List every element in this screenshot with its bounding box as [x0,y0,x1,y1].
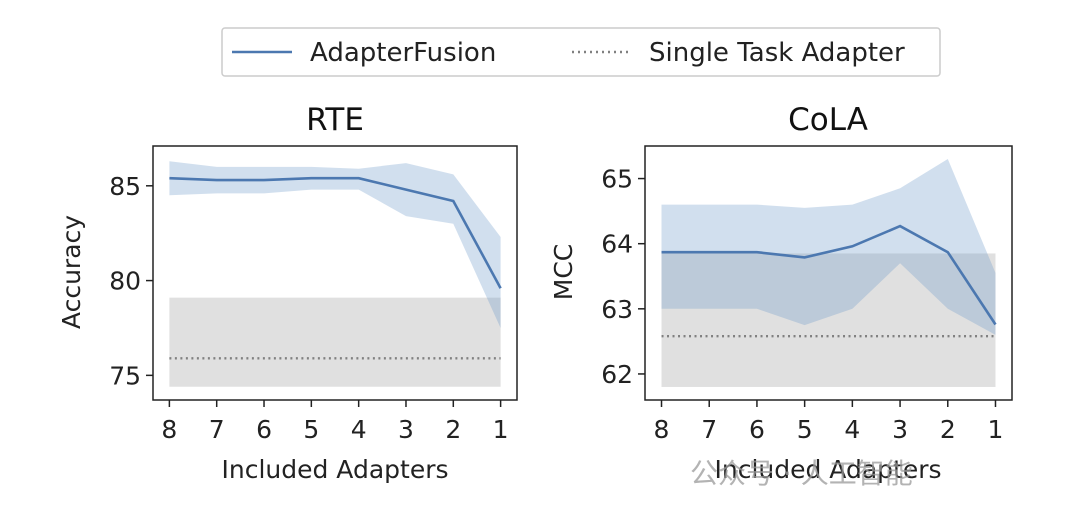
x-tick-label: 7 [209,415,225,444]
x-tick-label: 3 [398,415,414,444]
y-tick-label: 63 [601,295,633,324]
x-tick-label: 6 [256,415,272,444]
y-tick-label: 65 [601,165,633,194]
x-tick-label: 4 [844,415,860,444]
x-tick-label: 6 [749,415,765,444]
legend-label-single-task: Single Task Adapter [649,38,905,68]
x-tick-label: 3 [892,415,908,444]
x-tick-label: 1 [493,415,509,444]
x-tick-label: 2 [940,415,956,444]
watermark: 公众号 · 人工智能 [690,457,913,490]
baseline-band [661,253,996,387]
y-tick-label: 64 [601,230,633,259]
series-line-adapterfusion [661,224,997,326]
legend: AdapterFusion Single Task Adapter [221,27,941,77]
x-tick-label: 7 [701,415,717,444]
y-tick-label: 80 [109,267,141,296]
x-tick-label: 5 [797,415,813,444]
chart-rte: RTE Included Adapters Accuracy 75 80 85 8 7 6… [57,102,518,484]
baseline-band [169,297,501,387]
chart-title: CoLA [788,102,868,138]
series-band-adapterfusion [661,159,996,335]
y-tick-label: 75 [109,361,141,390]
chart-title: RTE [306,102,364,138]
y-tick-label: 85 [109,172,141,201]
legend-label-adapterfusion: AdapterFusion [310,38,496,68]
y-tick-label: 62 [601,360,633,389]
y-axis-label: MCC [549,244,578,300]
series-line-adapterfusion [169,176,502,289]
legend-frame [221,27,941,77]
x-tick-label: 8 [654,415,670,444]
y-axis-label: Accuracy [57,215,86,329]
x-tick-label: 4 [351,415,367,444]
x-tick-label: 5 [303,415,319,444]
plot-frame [152,145,518,401]
x-axis-label: Included Adapters [221,455,448,484]
x-tick-label: 2 [445,415,461,444]
plot-frame [644,145,1013,401]
x-tick-label: 8 [161,415,177,444]
x-tick-label: 1 [988,415,1004,444]
x-axis-label: Included Adapters [714,455,941,484]
series-band-adapterfusion [169,161,501,328]
